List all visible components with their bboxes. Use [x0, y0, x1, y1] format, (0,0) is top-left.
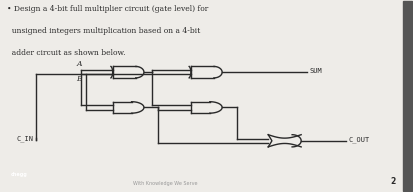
Text: SUM: SUM: [309, 68, 322, 74]
Text: B: B: [76, 75, 82, 83]
Text: With Knowledge We Serve: With Knowledge We Serve: [133, 181, 197, 186]
Text: adder circuit as shown below.: adder circuit as shown below.: [7, 49, 126, 57]
Text: A: A: [76, 60, 82, 68]
Text: • Design a 4-bit full multiplier circuit (gate level) for: • Design a 4-bit full multiplier circuit…: [7, 5, 208, 13]
Bar: [403, 1, 412, 191]
Text: chegg: chegg: [11, 172, 28, 177]
Text: C_OUT: C_OUT: [349, 137, 370, 143]
Text: 2: 2: [391, 177, 396, 186]
Text: C_IN: C_IN: [17, 136, 33, 142]
Text: unsigned integers multiplication based on a 4-bit: unsigned integers multiplication based o…: [7, 27, 200, 35]
